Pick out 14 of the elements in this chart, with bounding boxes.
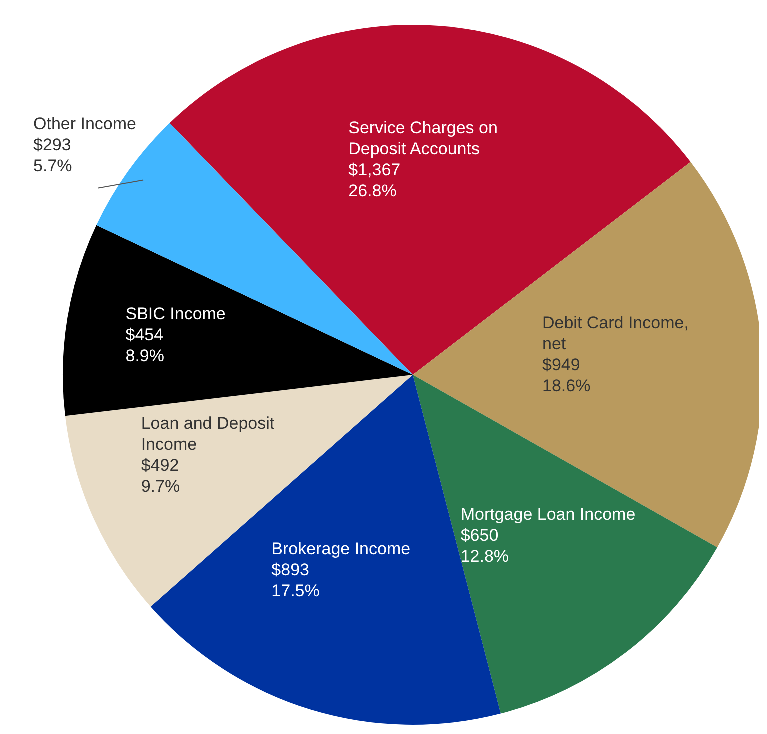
data-label: $1,367 26.8%: [348, 160, 401, 201]
data-label: $492 9.7%: [141, 456, 180, 496]
slice-label: Service Charges on Deposit Accounts: [348, 118, 498, 159]
slice-label: Debit Card Income, net: [542, 313, 689, 354]
data-label: $949 18.6%: [542, 355, 591, 396]
data-label: $293 5.7%: [34, 135, 72, 176]
slice-label: Other Income: [34, 114, 137, 134]
slice-label: Loan and Deposit Income: [141, 414, 275, 454]
slice-label: Brokerage Income: [272, 539, 411, 558]
slice-label: SBIC Income: [126, 304, 226, 324]
data-label: $893 17.5%: [272, 560, 320, 600]
data-label: $454 8.9%: [126, 326, 164, 366]
slice-label: Mortgage Loan Income: [460, 505, 636, 524]
data-label: $650 12.8%: [460, 526, 510, 566]
